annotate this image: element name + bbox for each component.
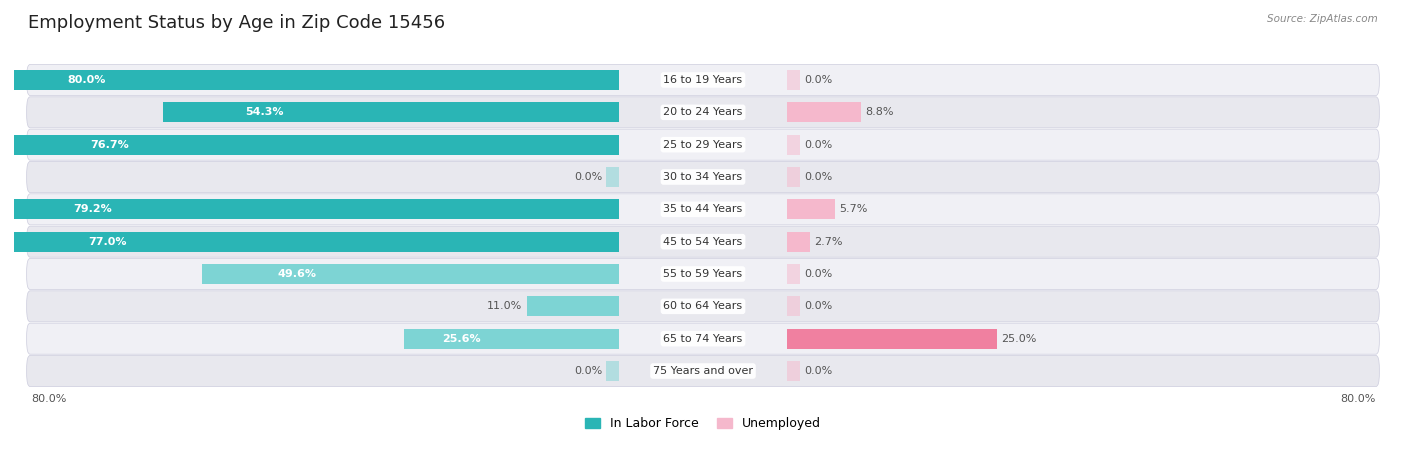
Text: 80.0%: 80.0% [31, 394, 66, 404]
Bar [0, 135, 619, 155]
Text: 65 to 74 Years: 65 to 74 Years [664, 334, 742, 344]
Bar [787, 296, 800, 316]
Bar [787, 167, 800, 187]
FancyBboxPatch shape [27, 258, 1379, 290]
Text: 5.7%: 5.7% [839, 204, 868, 214]
FancyBboxPatch shape [27, 194, 1379, 225]
Text: 0.0%: 0.0% [804, 269, 832, 279]
Text: 35 to 44 Years: 35 to 44 Years [664, 204, 742, 214]
FancyBboxPatch shape [27, 161, 1379, 193]
FancyBboxPatch shape [27, 355, 1379, 387]
Bar [787, 70, 800, 90]
Bar [787, 329, 997, 349]
Bar [606, 361, 619, 381]
Text: 0.0%: 0.0% [804, 301, 832, 311]
Bar [787, 135, 800, 155]
FancyBboxPatch shape [27, 97, 1379, 128]
FancyBboxPatch shape [27, 64, 1379, 96]
Bar [787, 232, 810, 252]
Text: 80.0%: 80.0% [67, 75, 107, 85]
Text: 2.7%: 2.7% [814, 237, 842, 247]
Bar [527, 296, 619, 316]
Text: 25 to 29 Years: 25 to 29 Years [664, 140, 742, 150]
Bar [787, 102, 860, 122]
Text: 30 to 34 Years: 30 to 34 Years [664, 172, 742, 182]
FancyBboxPatch shape [27, 129, 1379, 160]
Text: 25.0%: 25.0% [1001, 334, 1036, 344]
Text: Source: ZipAtlas.com: Source: ZipAtlas.com [1267, 14, 1378, 23]
FancyBboxPatch shape [27, 323, 1379, 354]
Text: 45 to 54 Years: 45 to 54 Years [664, 237, 742, 247]
Bar [787, 361, 800, 381]
Legend: In Labor Force, Unemployed: In Labor Force, Unemployed [579, 412, 827, 435]
Bar [202, 264, 619, 284]
FancyBboxPatch shape [27, 226, 1379, 257]
Bar [0, 199, 619, 219]
Text: 79.2%: 79.2% [73, 204, 112, 214]
Bar [0, 70, 619, 90]
Bar [787, 264, 800, 284]
Text: 80.0%: 80.0% [1340, 394, 1375, 404]
Text: 0.0%: 0.0% [574, 172, 602, 182]
Text: 54.3%: 54.3% [245, 107, 284, 117]
Text: 49.6%: 49.6% [277, 269, 316, 279]
Text: 0.0%: 0.0% [804, 366, 832, 376]
Bar [0, 232, 619, 252]
Text: Employment Status by Age in Zip Code 15456: Employment Status by Age in Zip Code 154… [28, 14, 446, 32]
FancyBboxPatch shape [27, 291, 1379, 322]
Bar [787, 199, 835, 219]
Text: 76.7%: 76.7% [90, 140, 129, 150]
Text: 60 to 64 Years: 60 to 64 Years [664, 301, 742, 311]
Text: 20 to 24 Years: 20 to 24 Years [664, 107, 742, 117]
Bar [163, 102, 619, 122]
Text: 55 to 59 Years: 55 to 59 Years [664, 269, 742, 279]
Text: 25.6%: 25.6% [443, 334, 481, 344]
Text: 11.0%: 11.0% [486, 301, 523, 311]
Text: 75 Years and over: 75 Years and over [652, 366, 754, 376]
Text: 0.0%: 0.0% [574, 366, 602, 376]
Text: 77.0%: 77.0% [89, 237, 127, 247]
Text: 8.8%: 8.8% [865, 107, 894, 117]
Text: 0.0%: 0.0% [804, 140, 832, 150]
Bar [404, 329, 619, 349]
Bar [606, 167, 619, 187]
Text: 0.0%: 0.0% [804, 75, 832, 85]
Text: 16 to 19 Years: 16 to 19 Years [664, 75, 742, 85]
Text: 0.0%: 0.0% [804, 172, 832, 182]
